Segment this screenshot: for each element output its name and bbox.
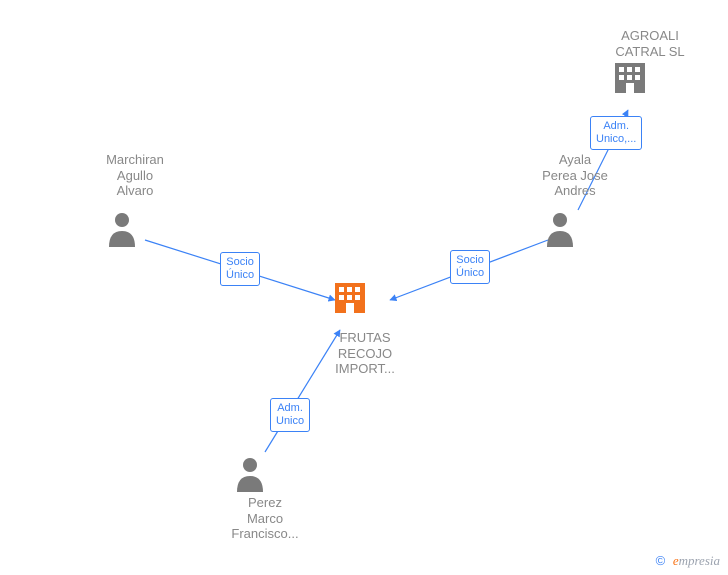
node-label-ayala: Ayala Perea Jose Andres	[520, 152, 630, 199]
footer-branding: © empresia	[656, 553, 720, 569]
node-label-agroali: AGROALI CATRAL SL	[590, 28, 710, 59]
edge-label-adm-1: Adm. Unico,...	[590, 116, 642, 150]
person-icon[interactable]	[547, 213, 573, 247]
node-label-perez: Perez Marco Francisco...	[210, 495, 320, 542]
person-icon[interactable]	[237, 458, 263, 492]
node-label-marchiran: Marchiran Agullo Alvaro	[90, 152, 180, 199]
diagram-canvas	[0, 0, 728, 575]
brand-rest: mpresia	[679, 553, 720, 568]
edge-label-socio-2: Socio Único	[450, 250, 490, 284]
building-icon[interactable]	[335, 283, 365, 313]
edge-label-socio-1: Socio Único	[220, 252, 260, 286]
node-label-frutas: FRUTAS RECOJO IMPORT...	[320, 330, 410, 377]
copyright-symbol: ©	[656, 553, 666, 568]
edge-label-adm-2: Adm. Unico	[270, 398, 310, 432]
person-icon[interactable]	[109, 213, 135, 247]
building-icon[interactable]	[615, 63, 645, 93]
